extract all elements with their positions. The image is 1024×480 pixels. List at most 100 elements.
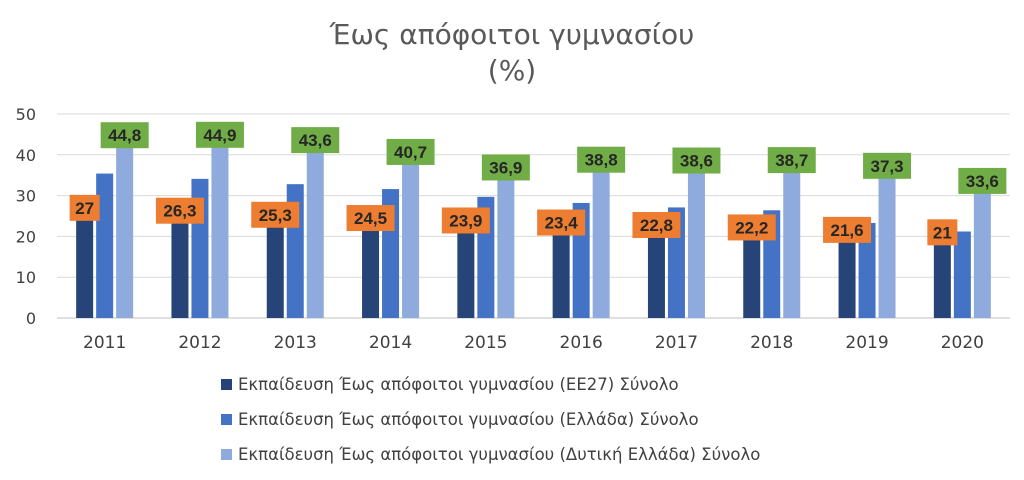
legend-label: Εκπαίδευση Έως απόφοιτοι γυμνασίου (Ελλά…	[238, 410, 699, 429]
legend: Εκπαίδευση Έως απόφοιτοι γυμνασίου (ΕΕ27…	[221, 375, 760, 464]
bar	[592, 159, 610, 318]
bar	[266, 214, 284, 318]
legend-label: Εκπαίδευση Έως απόφοιτοι γυμνασίου (ΕΕ27…	[238, 375, 679, 394]
data-label-text: 38,6	[680, 152, 713, 171]
legend-swatch	[221, 379, 232, 390]
data-label-box	[291, 127, 340, 154]
bar	[647, 224, 665, 318]
data-label: 22,2	[727, 214, 776, 241]
data-label-text: 27	[75, 199, 94, 218]
data-label-box	[927, 219, 958, 246]
data-label: 26,3	[155, 197, 204, 224]
x-tick-label: 2020	[941, 333, 984, 353]
y-tick-label: 30	[16, 187, 36, 206]
bar	[838, 229, 856, 318]
data-label-box	[727, 214, 776, 241]
data-label-box	[823, 216, 872, 243]
data-label-box	[672, 147, 721, 174]
data-label-box	[537, 209, 586, 236]
data-labels: 27 44,8 26,3 44,9 25,3 43,6 24,5 40,7 23,9 36,9 23…	[69, 121, 1007, 246]
data-label-text: 43,6	[299, 131, 332, 150]
x-tick-label: 2015	[464, 333, 507, 353]
data-label: 43,6	[291, 127, 340, 154]
data-label: 23,9	[441, 207, 490, 234]
bar	[76, 207, 94, 318]
data-label-text: 26,3	[163, 202, 196, 221]
bar	[402, 151, 420, 318]
data-label-box	[767, 147, 816, 174]
legend-entry: Εκπαίδευση Έως απόφοιτοι γυμνασίου (Ελλά…	[221, 410, 699, 429]
data-label-text: 33,6	[966, 172, 999, 191]
chart-subtitle: (%)	[488, 54, 536, 87]
data-label-text: 40,7	[394, 143, 427, 162]
x-tick-label: 2016	[560, 333, 603, 353]
x-tick-label: 2012	[178, 333, 221, 353]
data-label: 38,6	[672, 147, 721, 174]
data-label: 44,8	[100, 122, 149, 149]
data-label-text: 24,5	[354, 209, 387, 228]
data-label: 23,4	[537, 209, 586, 236]
data-label-box	[441, 207, 490, 234]
data-label-text: 38,8	[585, 151, 618, 170]
data-label: 25,3	[251, 201, 300, 228]
data-label: 38,8	[577, 146, 626, 173]
data-label: 21	[927, 219, 958, 246]
data-label-text: 37,3	[871, 157, 904, 176]
data-label: 36,9	[481, 154, 530, 181]
data-label-box	[346, 205, 395, 232]
y-tick-label: 50	[16, 105, 36, 124]
bar	[858, 222, 876, 318]
legend-label: Εκπαίδευση Έως απόφοιτοι γυμνασίου (Δυτι…	[238, 445, 760, 464]
data-label: 40,7	[386, 138, 435, 165]
data-label: 37,3	[863, 152, 912, 179]
y-tick-label: 0	[26, 309, 36, 328]
bar	[687, 160, 705, 318]
y-axis: 0 10 20 30 40 50	[16, 105, 36, 328]
data-label-box	[958, 167, 1007, 194]
x-tick-label: 2019	[845, 333, 888, 353]
bar	[552, 222, 570, 318]
bar	[171, 210, 189, 318]
chart-title: Έως απόφοιτοι γυμνασίου	[329, 18, 695, 51]
x-tick-label: 2011	[83, 333, 126, 353]
data-label-text: 44,8	[108, 126, 141, 145]
y-tick-label: 40	[16, 146, 36, 165]
data-label: 44,9	[195, 121, 244, 148]
data-label-text: 23,9	[449, 211, 482, 230]
data-label-box	[155, 197, 204, 224]
data-label: 27	[69, 194, 100, 221]
data-label: 22,8	[632, 211, 681, 238]
bar	[96, 173, 114, 318]
data-label-text: 36,9	[489, 158, 522, 177]
bar	[457, 220, 475, 318]
data-label-text: 22,8	[640, 216, 673, 235]
data-label-text: 23,4	[545, 214, 579, 233]
data-label-box	[69, 194, 100, 221]
data-label-box	[481, 154, 530, 181]
data-label-box	[195, 121, 244, 148]
y-tick-label: 10	[16, 268, 36, 287]
data-label-text: 44,9	[203, 126, 236, 145]
bar	[497, 167, 515, 318]
bar	[953, 231, 971, 318]
data-label: 33,6	[958, 167, 1007, 194]
data-label: 38,7	[767, 147, 816, 174]
bar	[743, 227, 761, 318]
bar	[783, 160, 801, 318]
bar	[933, 232, 951, 318]
legend-entry: Εκπαίδευση Έως απόφοιτοι γυμνασίου (Δυτι…	[221, 445, 760, 464]
bar	[878, 165, 896, 318]
bar	[306, 140, 324, 318]
data-label-text: 25,3	[259, 206, 292, 225]
data-label: 24,5	[346, 205, 395, 232]
bar	[211, 134, 229, 318]
data-label-text: 21,6	[831, 221, 864, 240]
x-tick-label: 2018	[750, 333, 793, 353]
x-tick-label: 2014	[369, 333, 412, 353]
bar	[362, 218, 380, 318]
x-tick-label: 2017	[655, 333, 698, 353]
bar	[973, 180, 991, 318]
bar	[116, 135, 134, 318]
data-label-box	[251, 201, 300, 228]
